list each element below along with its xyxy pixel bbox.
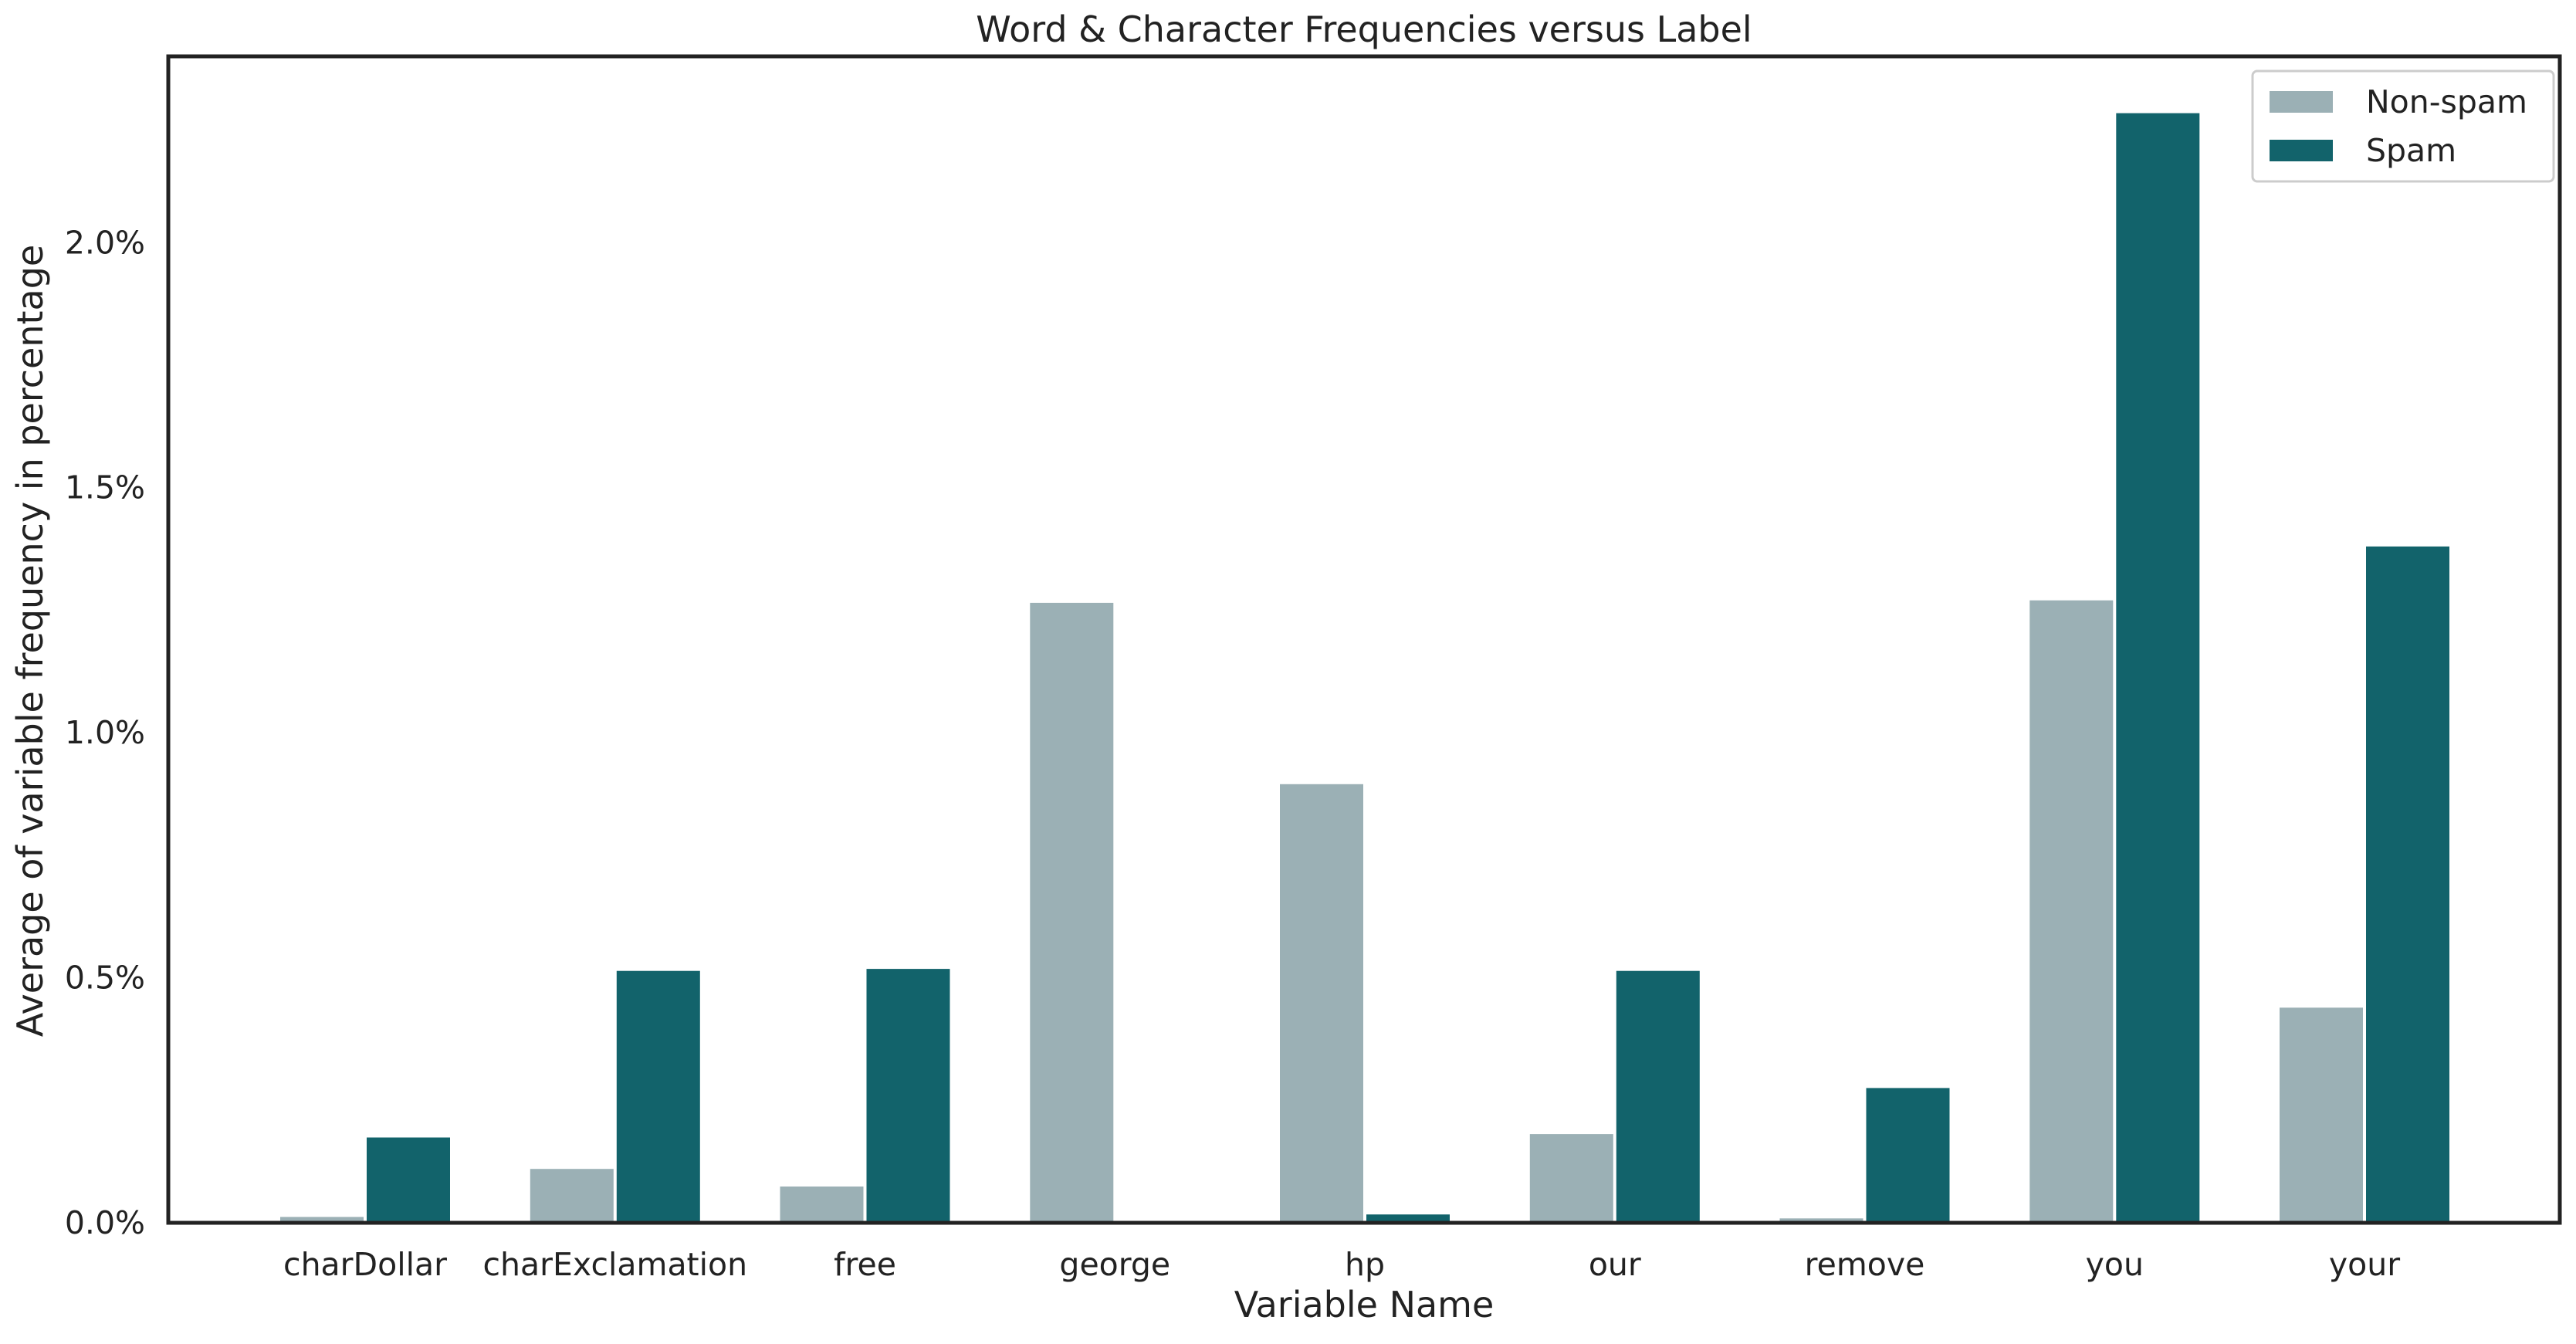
y-axis: 0.0% 0.5% 1.0% 1.5% 2.0% [65, 224, 145, 1241]
y-tick-label: 1.0% [65, 714, 145, 751]
bar-non-spam-charexclamation [530, 1169, 614, 1223]
bar-non-spam-your [2280, 1007, 2363, 1223]
bar-spam-remove [1866, 1088, 1950, 1223]
bar-non-spam-you [2029, 600, 2114, 1223]
plot-frame [166, 54, 2562, 1225]
bar-spam-you [2116, 113, 2200, 1224]
bar-spam-our [1616, 970, 1700, 1223]
bar-non-spam-hp [1280, 784, 1363, 1223]
bar-non-spam-our [1529, 1134, 1613, 1223]
legend-label-spam: Spam [2366, 132, 2456, 169]
x-tick-label-george: george [1059, 1246, 1170, 1283]
bar-spam-free [866, 969, 950, 1223]
x-tick-label-remove: remove [1805, 1246, 1925, 1283]
x-tick-label-hp: hp [1345, 1246, 1385, 1283]
x-tick-label-our: our [1589, 1246, 1641, 1283]
bar-non-spam-remove [1779, 1218, 1863, 1223]
legend-swatch-non-spam [2270, 91, 2333, 113]
bar-non-spam-chardollar [280, 1217, 364, 1223]
legend-swatch-spam [2270, 140, 2333, 161]
chart-title: Word & Character Frequencies versus Labe… [976, 8, 1752, 50]
y-tick-label: 0.0% [65, 1204, 145, 1241]
legend-label-non-spam: Non-spam [2366, 83, 2527, 120]
bar-spam-hp [1366, 1214, 1450, 1223]
bar-spam-charexclamation [616, 970, 700, 1223]
bars-layer [280, 113, 2449, 1224]
x-tick-label-chardollar: charDollar [283, 1246, 447, 1283]
y-tick-label: 1.5% [65, 469, 145, 506]
x-axis-label: Variable Name [1234, 1284, 1494, 1325]
legend: Non-spam Spam [2251, 69, 2555, 183]
x-axis: charDollar charExclamation free george hp our… [283, 1246, 2400, 1283]
bar-spam-your [2366, 546, 2449, 1223]
y-tick-label: 2.0% [65, 224, 145, 261]
x-tick-label-your: your [2329, 1246, 2400, 1283]
x-tick-label-charexclamation: charExclamation [482, 1246, 747, 1283]
y-axis-label: Average of variable frequency in percent… [9, 245, 51, 1037]
y-tick-label: 0.5% [65, 960, 145, 997]
bar-non-spam-free [780, 1187, 864, 1223]
bar-non-spam-george [1030, 602, 1114, 1223]
bar-spam-chardollar [367, 1137, 450, 1223]
x-tick-label-you: you [2086, 1246, 2144, 1283]
x-tick-label-free: free [834, 1246, 896, 1283]
